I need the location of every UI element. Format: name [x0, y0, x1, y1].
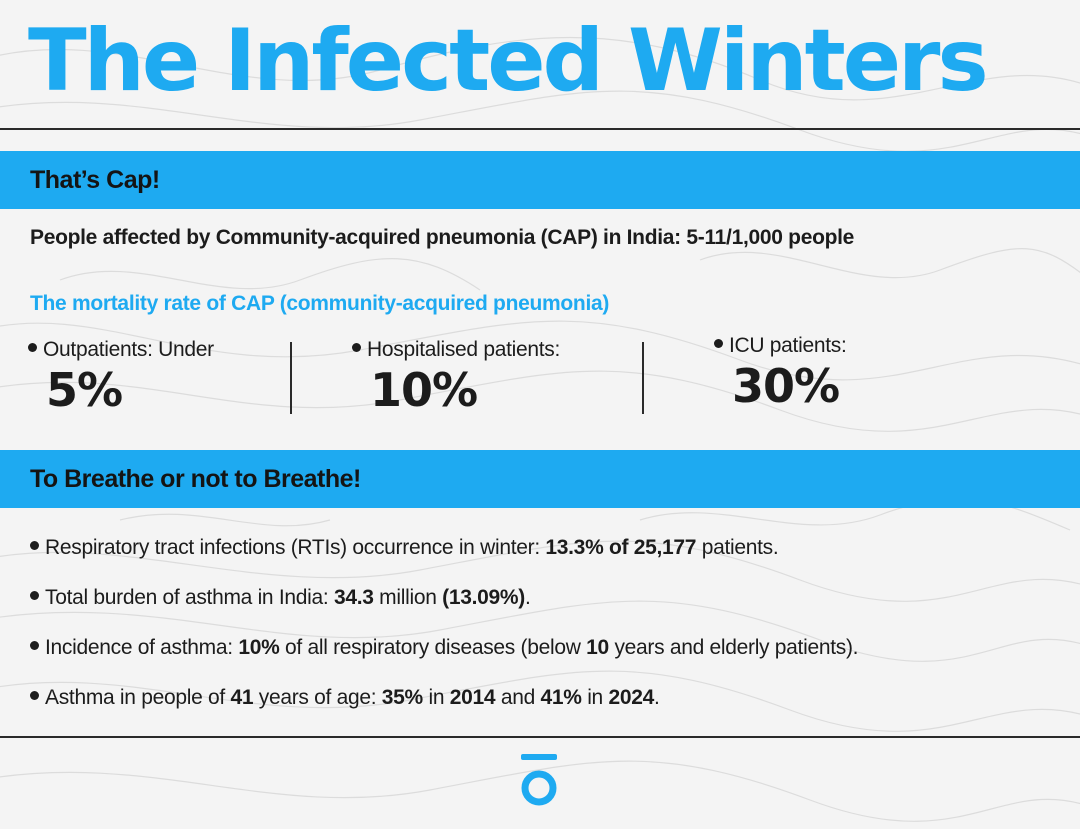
stat-outpatients-value: 5%: [46, 363, 123, 417]
title-divider: [0, 128, 1080, 130]
bullet-line-rti: Respiratory tract infections (RTIs) occu…: [30, 536, 779, 560]
stat-hospitalised: Hospitalised patients: 10%: [352, 338, 560, 416]
section-heading-cap: That’s Cap!: [0, 151, 1080, 209]
bullet-icon: [714, 339, 723, 348]
stat-divider: [642, 342, 644, 414]
stat-icu-value: 30%: [732, 359, 840, 413]
bullet-icon: [30, 541, 39, 550]
bullet-line-asthma-burden: Total burden of asthma in India: 34.3 mi…: [30, 586, 531, 610]
bullet-line-asthma-age: Asthma in people of 41 years of age: 35%…: [30, 686, 660, 710]
bullet-icon: [352, 343, 361, 352]
stat-icu: ICU patients: 30%: [714, 334, 847, 412]
page-title: The Infected Winters: [28, 11, 989, 111]
bullet-icon: [30, 591, 39, 600]
bullet-line-asthma-incidence: Incidence of asthma: 10% of all respirat…: [30, 636, 858, 660]
footer-divider: [0, 736, 1080, 738]
section-heading-breathe: To Breathe or not to Breathe!: [0, 450, 1080, 508]
stat-divider: [290, 342, 292, 414]
stat-outpatients-label: Outpatients: Under: [28, 338, 214, 362]
mortality-subheading: The mortality rate of CAP (community-acq…: [30, 292, 610, 315]
bullet-icon: [28, 343, 37, 352]
bullet-icon: [30, 641, 39, 650]
stat-hospitalised-label: Hospitalised patients:: [352, 338, 560, 362]
brand-logo-icon: [521, 754, 557, 806]
bullet-icon: [30, 691, 39, 700]
stat-icu-label: ICU patients:: [714, 334, 847, 358]
stat-outpatients: Outpatients: Under 5%: [28, 338, 214, 416]
stat-hospitalised-value: 10%: [370, 363, 478, 417]
cap-affected-text: People affected by Community-acquired pn…: [30, 226, 855, 249]
